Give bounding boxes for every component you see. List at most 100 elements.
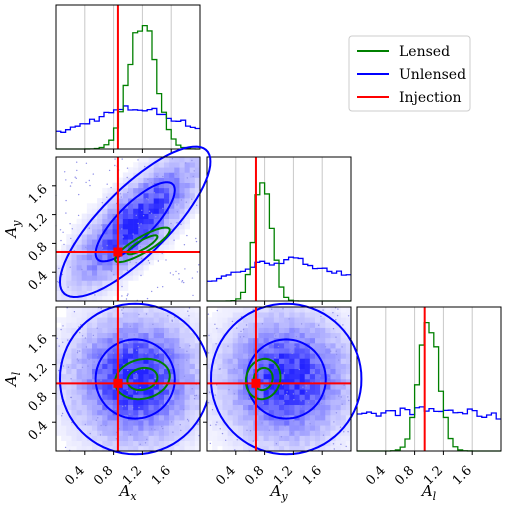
density-cell	[299, 404, 306, 411]
sample-point	[174, 394, 177, 396]
density-cell	[309, 420, 316, 426]
sample-point	[152, 323, 154, 325]
panel-frame	[206, 306, 352, 452]
density-cell	[117, 203, 124, 209]
density-cell	[133, 218, 139, 225]
density-cell	[207, 404, 213, 411]
density-cell	[117, 425, 124, 431]
density-cell	[122, 312, 129, 318]
density-cell	[263, 358, 270, 364]
density-cell	[102, 389, 108, 395]
density-cell	[71, 239, 77, 245]
density-cell	[133, 265, 139, 271]
density-cell	[174, 425, 180, 431]
density-cell	[212, 317, 218, 323]
density-cell	[153, 394, 160, 400]
density-cell	[76, 389, 83, 395]
sample-point	[148, 262, 151, 264]
density-cell	[122, 420, 129, 426]
density-cell	[164, 203, 170, 209]
sample-point	[191, 277, 194, 279]
density-cell	[227, 317, 234, 323]
density-cell	[138, 430, 144, 436]
sample-point	[291, 432, 293, 434]
density-cell	[268, 348, 275, 354]
density-cell	[86, 275, 93, 281]
sample-point	[165, 259, 167, 261]
density-cell	[153, 445, 160, 452]
density-cell	[304, 415, 311, 421]
density-cell	[107, 290, 113, 297]
density-cell	[289, 399, 295, 406]
density-cell	[248, 430, 254, 436]
sample-point	[179, 346, 181, 349]
density-cell	[133, 399, 139, 406]
sample-point	[71, 228, 74, 230]
density-cell	[330, 322, 336, 328]
density-cell	[320, 343, 326, 349]
density-cell	[66, 358, 72, 364]
sample-point	[191, 159, 193, 162]
density-cell	[179, 157, 185, 163]
density-cell	[117, 213, 124, 220]
density-cell	[189, 445, 196, 452]
density-cell	[294, 394, 300, 400]
density-cell	[279, 445, 285, 452]
density-cell	[102, 425, 108, 431]
sample-point	[175, 173, 177, 175]
density-cell	[212, 430, 218, 436]
density-cell	[112, 239, 119, 245]
density-cell	[237, 409, 244, 416]
density-cell	[143, 213, 149, 220]
density-cell	[158, 317, 165, 323]
density-cell	[112, 275, 119, 281]
density-cell	[268, 435, 275, 442]
density-cell	[76, 337, 83, 344]
density-cell	[112, 445, 119, 452]
density-cell	[207, 420, 213, 426]
density-cell	[304, 317, 311, 323]
density-cell	[133, 203, 139, 209]
density-cell	[107, 254, 113, 261]
density-cell	[66, 399, 72, 406]
density-cell	[330, 337, 336, 344]
density-cell	[189, 394, 196, 400]
density-cell	[315, 404, 321, 411]
sample-point	[293, 330, 296, 332]
density-cell	[97, 409, 103, 416]
density-cell	[153, 172, 160, 178]
density-cell	[294, 389, 300, 395]
density-cell	[128, 307, 134, 313]
sample-point	[234, 449, 236, 451]
density-cell	[107, 445, 113, 452]
sample-point	[122, 307, 125, 309]
sample-point	[77, 350, 79, 352]
density-cell	[268, 404, 275, 411]
density-cell	[66, 234, 72, 240]
density-cell	[248, 399, 254, 406]
density-cell	[207, 368, 213, 375]
sample-point	[76, 358, 79, 360]
density-cell	[76, 280, 83, 286]
density-cell	[263, 445, 270, 452]
density-cell	[122, 270, 129, 276]
density-cell	[148, 193, 155, 199]
density-cell	[169, 157, 175, 163]
density-cell	[158, 373, 165, 380]
sample-point	[347, 315, 350, 317]
density-cell	[284, 312, 290, 318]
density-cell	[81, 312, 88, 318]
density-cell	[330, 399, 336, 406]
density-cell	[164, 244, 170, 250]
density-cell	[227, 389, 234, 395]
density-cell	[138, 394, 144, 400]
density-cell	[122, 198, 129, 204]
density-cell	[268, 430, 275, 436]
sample-point	[207, 313, 210, 315]
density-cell	[232, 425, 239, 431]
density-cell	[97, 445, 103, 452]
density-cell	[117, 198, 124, 204]
density-cell	[143, 182, 149, 189]
density-cell	[112, 307, 119, 313]
density-cell	[86, 420, 93, 426]
